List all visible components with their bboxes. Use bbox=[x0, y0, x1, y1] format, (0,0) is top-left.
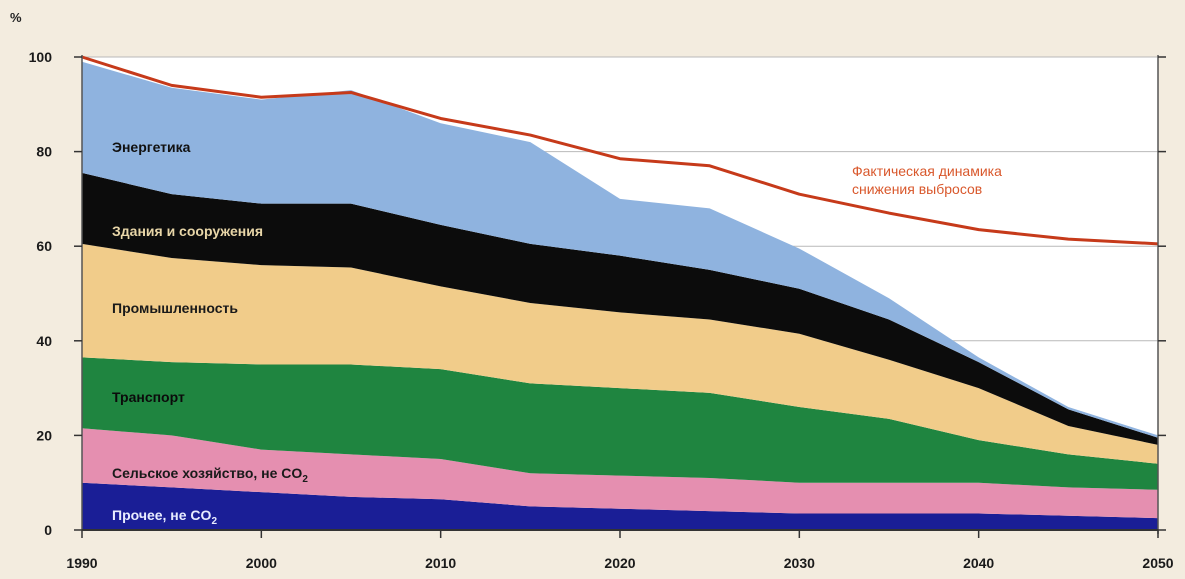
trend-line-layer bbox=[81, 55, 1159, 246]
label-agriculture: Сельское хозяйство, не CO2 bbox=[112, 465, 308, 485]
y-axis-unit: % bbox=[10, 10, 22, 25]
label-industry: Промышленность bbox=[112, 300, 238, 316]
area-series bbox=[82, 172, 1158, 445]
trend-line-label-2: снижения выбросов bbox=[852, 181, 982, 197]
area-series bbox=[82, 482, 1158, 530]
x-tick-label: 2040 bbox=[963, 555, 994, 571]
x-tick-label: 1990 bbox=[66, 555, 97, 571]
y-tick-label: 80 bbox=[36, 144, 52, 160]
area-series bbox=[82, 243, 1158, 464]
x-tick-label: 2030 bbox=[784, 555, 815, 571]
y-tick-label: 100 bbox=[29, 49, 53, 65]
label-buildings: Здания и сооружения bbox=[112, 223, 263, 239]
x-tick-label: 2010 bbox=[425, 555, 456, 571]
stacked-areas bbox=[82, 61, 1158, 530]
label-transport: Транспорт bbox=[112, 389, 185, 405]
trend-line bbox=[81, 55, 1159, 246]
area-series bbox=[82, 357, 1158, 490]
label-other: Прочее, не CO2 bbox=[112, 507, 217, 527]
x-tick-label: 2050 bbox=[1142, 555, 1173, 571]
y-tick-label: 20 bbox=[36, 427, 52, 443]
y-tick-label: 60 bbox=[36, 238, 52, 254]
area-series bbox=[82, 61, 1158, 438]
trend-line-label-1: Фактическая динамика bbox=[852, 163, 1002, 179]
label-energy: Энергетика bbox=[112, 139, 191, 155]
y-tick-label: 0 bbox=[44, 522, 52, 538]
y-tick-label: 40 bbox=[36, 333, 52, 349]
x-tick-label: 2000 bbox=[246, 555, 277, 571]
x-tick-label: 2020 bbox=[604, 555, 635, 571]
area-series bbox=[82, 428, 1158, 519]
